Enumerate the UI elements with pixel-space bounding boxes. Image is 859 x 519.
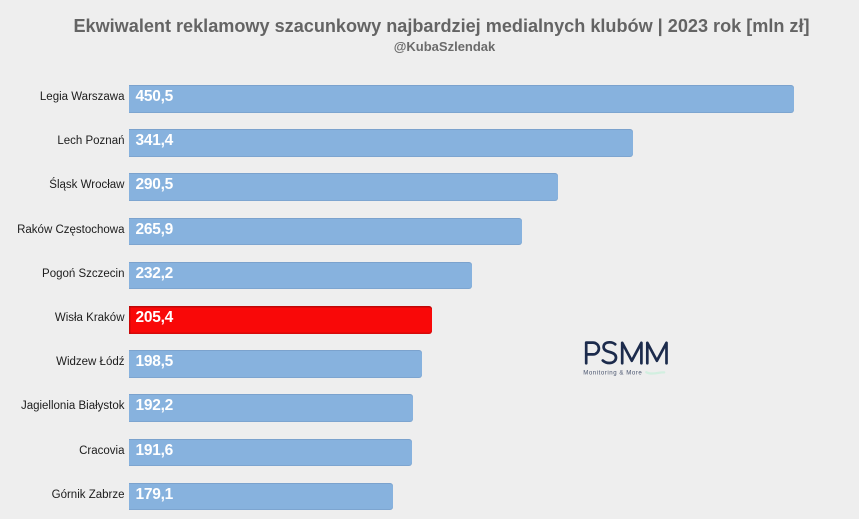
svg-text:Monitoring & More: Monitoring & More xyxy=(583,370,642,377)
